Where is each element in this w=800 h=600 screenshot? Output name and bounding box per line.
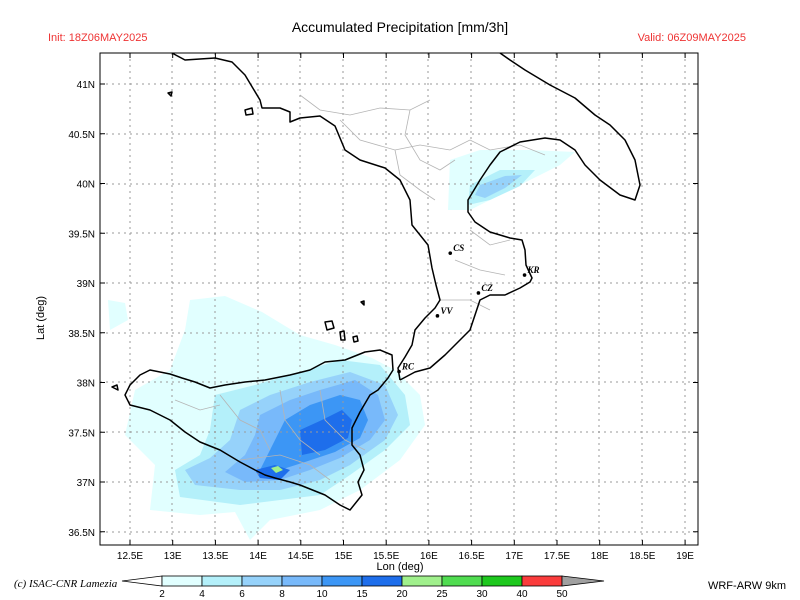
x-tick-label: 16E bbox=[420, 551, 438, 562]
y-tick-label: 37.5N bbox=[68, 428, 95, 439]
tick-marks bbox=[100, 53, 698, 545]
city-markers: CS KR CZ VV RC bbox=[397, 243, 540, 374]
colorbar-segment bbox=[361, 575, 403, 587]
city-label: RC bbox=[401, 362, 415, 372]
x-tick-label: 16.5E bbox=[459, 551, 485, 562]
city-label: KR bbox=[527, 265, 540, 275]
x-tick-label: 17.5E bbox=[544, 551, 570, 562]
y-axis-title: Lat (deg) bbox=[35, 296, 47, 340]
colorbar-arrow-low bbox=[121, 575, 163, 587]
x-tick-label: 19E bbox=[676, 551, 694, 562]
y-tick-label: 39.5N bbox=[68, 229, 95, 240]
precip-band-15 bbox=[300, 410, 352, 455]
city-marker bbox=[435, 314, 440, 318]
x-axis-title: Lon (deg) bbox=[376, 561, 423, 573]
x-tick-label: 18E bbox=[591, 551, 609, 562]
city-marker bbox=[476, 291, 481, 295]
colorbar-segment bbox=[281, 575, 323, 587]
precip-band-2 bbox=[108, 300, 128, 330]
colorbar-label: 6 bbox=[239, 589, 245, 600]
regional-boundaries bbox=[174, 94, 546, 481]
colorbar-segment bbox=[241, 575, 283, 587]
colorbar-segment bbox=[161, 575, 203, 587]
colorbar-segment bbox=[481, 575, 523, 587]
x-tick-label: 18.5E bbox=[629, 551, 655, 562]
city-marker bbox=[397, 369, 401, 374]
init-time: Init: 18Z06MAY2025 bbox=[48, 32, 148, 44]
colorbar-label: 8 bbox=[279, 589, 285, 600]
x-tick-label: 12.5E bbox=[117, 551, 143, 562]
x-tick-label: 13E bbox=[164, 551, 182, 562]
x-tick-label: 14.5E bbox=[288, 551, 314, 562]
colorbar-label: 15 bbox=[356, 589, 368, 600]
x-tick-label: 15E bbox=[335, 551, 353, 562]
y-tick-label: 41N bbox=[77, 80, 95, 91]
city-label: CZ bbox=[481, 283, 493, 293]
colorbar-label: 10 bbox=[316, 589, 328, 600]
city-label: VV bbox=[440, 306, 453, 316]
colorbar-arrow-high bbox=[561, 575, 605, 587]
x-tick-label: 17E bbox=[505, 551, 523, 562]
valid-time: Valid: 06Z09MAY2025 bbox=[637, 32, 746, 44]
y-tick-label: 40.5N bbox=[68, 130, 95, 141]
x-tick-label: 15.5E bbox=[373, 551, 399, 562]
colorbar-label: 20 bbox=[396, 589, 408, 600]
colorbar-label: 50 bbox=[556, 589, 568, 600]
copyright-text: (c) ISAC-CNR Lamezia bbox=[14, 578, 118, 590]
colorbar-label: 25 bbox=[436, 589, 448, 600]
colorbar-label: 40 bbox=[516, 589, 528, 600]
plot-frame bbox=[99, 52, 699, 546]
city-marker bbox=[448, 251, 453, 255]
colorbar-segment bbox=[441, 575, 483, 587]
x-tick-label: 13.5E bbox=[202, 551, 228, 562]
colorbar-label: 4 bbox=[199, 589, 205, 600]
y-tick-label: 36.5N bbox=[68, 528, 95, 539]
grid-lines bbox=[100, 53, 698, 545]
map-title: Accumulated Precipitation [mm/3h] bbox=[291, 19, 509, 35]
y-tick-label: 38N bbox=[77, 379, 95, 390]
y-tick-label: 38.5N bbox=[68, 329, 95, 340]
y-tick-label: 39N bbox=[77, 279, 95, 290]
colorbar-segment bbox=[521, 575, 563, 587]
precip-band-20 bbox=[271, 466, 283, 473]
colorbar bbox=[121, 575, 605, 587]
colorbar-label: 30 bbox=[476, 589, 488, 600]
y-tick-labels: 41N 40.5N 40N 39.5N 39N 38.5N 38N 37.5N 37N 36.5N bbox=[68, 80, 95, 539]
coastline bbox=[111, 52, 641, 511]
colorbar-segment bbox=[401, 575, 443, 587]
y-tick-label: 37N bbox=[77, 478, 95, 489]
city-marker bbox=[522, 273, 527, 277]
colorbar-segment bbox=[201, 575, 243, 587]
colorbar-label: 2 bbox=[159, 589, 165, 600]
model-label: WRF-ARW 9km bbox=[707, 580, 786, 592]
x-tick-labels: 12.5E 13E 13.5E 14E 14.5E 15E 15.5E 16E 16.5E 17E… bbox=[117, 551, 694, 562]
y-tick-label: 40N bbox=[77, 180, 95, 191]
colorbar-segment bbox=[321, 575, 363, 587]
precip-band-6 bbox=[475, 175, 522, 198]
city-label: CS bbox=[453, 243, 464, 253]
x-tick-label: 14E bbox=[249, 551, 267, 562]
